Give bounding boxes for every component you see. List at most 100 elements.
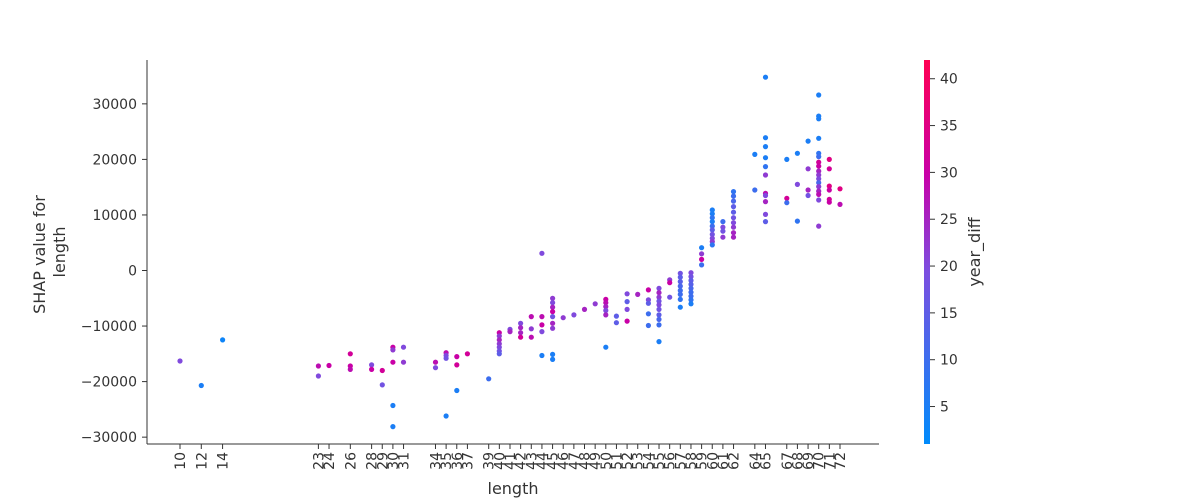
- colorbar-tick-label: 10: [940, 353, 958, 369]
- x-tick-label: 28: [365, 452, 381, 470]
- data-point: [656, 302, 662, 308]
- data-point: [496, 337, 502, 343]
- x-tick-label: 12: [194, 452, 210, 470]
- data-point: [454, 354, 460, 360]
- data-point: [752, 187, 758, 193]
- data-point: [326, 362, 332, 369]
- data-point: [550, 325, 556, 331]
- x-tick-label: 35: [439, 452, 455, 470]
- data-point: [688, 293, 694, 299]
- data-point: [730, 215, 737, 221]
- data-point: [518, 334, 524, 340]
- data-point: [677, 291, 683, 297]
- data-point: [624, 291, 630, 297]
- x-tick-label: 24: [322, 452, 338, 470]
- data-point: [699, 256, 705, 262]
- data-point: [784, 195, 790, 201]
- data-point: [688, 297, 694, 303]
- x-tick-label: 44: [535, 452, 551, 470]
- data-point: [826, 199, 832, 205]
- data-point: [762, 135, 769, 141]
- data-point: [688, 277, 694, 284]
- x-tick-label: 69: [801, 452, 817, 470]
- x-tick-label: 50: [599, 452, 615, 470]
- x-tick-label: 26: [343, 452, 359, 470]
- data-point: [550, 300, 556, 306]
- data-point: [794, 218, 801, 224]
- data-point: [762, 192, 769, 199]
- y-tick-label: 20000: [92, 152, 137, 168]
- data-point: [603, 307, 609, 314]
- colorbar-tick-label: 20: [940, 259, 958, 275]
- data-point: [624, 318, 630, 324]
- data-point: [539, 322, 545, 328]
- data-point: [730, 234, 737, 240]
- data-point: [699, 251, 705, 257]
- y-axis-title: SHAP value for length: [30, 190, 69, 314]
- data-point: [816, 180, 822, 186]
- data-point: [730, 230, 737, 236]
- data-point: [720, 234, 726, 240]
- data-point: [347, 351, 353, 357]
- data-point: [784, 200, 790, 206]
- data-point: [656, 322, 662, 328]
- y-tick-label: 30000: [92, 97, 137, 113]
- data-point: [369, 362, 375, 368]
- data-point: [730, 224, 737, 230]
- data-point: [496, 351, 502, 357]
- data-point: [656, 290, 662, 296]
- data-point: [805, 138, 811, 144]
- x-tick-label: 42: [514, 452, 530, 470]
- data-point: [592, 301, 598, 307]
- data-point: [816, 176, 822, 182]
- data-point: [688, 285, 694, 291]
- x-tick-label: 60: [705, 452, 721, 470]
- x-tick-label: 10: [173, 452, 189, 470]
- data-point: [550, 295, 556, 301]
- data-point: [816, 191, 822, 197]
- x-tick-label: 52: [620, 452, 636, 470]
- y-tick-label: −30000: [81, 430, 137, 446]
- data-point: [539, 314, 545, 320]
- data-point: [603, 344, 609, 350]
- data-point: [762, 219, 769, 225]
- data-point: [816, 163, 822, 169]
- data-point: [390, 424, 396, 430]
- data-point: [315, 373, 321, 379]
- data-point: [390, 347, 396, 353]
- data-point: [369, 366, 375, 372]
- data-point: [805, 166, 811, 172]
- data-point: [709, 223, 715, 229]
- x-tick-label: 45: [546, 452, 562, 470]
- data-point: [550, 351, 556, 357]
- points-layer: [177, 74, 843, 430]
- data-point: [635, 291, 641, 297]
- x-tick-label: 37: [460, 452, 476, 470]
- data-point: [603, 312, 609, 318]
- data-point: [379, 382, 385, 388]
- data-point: [826, 166, 832, 172]
- data-point: [454, 362, 460, 368]
- colorbar-tick-label: 40: [940, 72, 958, 88]
- colorbar-tick-label: 25: [940, 212, 958, 228]
- y-tick-label: 10000: [92, 208, 137, 224]
- y-tick-label: 0: [128, 264, 137, 280]
- x-tick-label: 67: [780, 452, 796, 470]
- x-tick-label: 65: [758, 452, 774, 470]
- data-point: [677, 304, 683, 310]
- data-point: [539, 250, 545, 256]
- data-point: [816, 135, 822, 141]
- data-point: [656, 312, 662, 318]
- data-point: [816, 223, 822, 229]
- y-tick-label: −10000: [81, 319, 137, 335]
- data-point: [816, 92, 822, 98]
- x-tick-label: 30: [386, 452, 402, 470]
- data-point: [550, 320, 556, 326]
- data-point: [464, 351, 470, 357]
- x-tick-label: 56: [663, 452, 679, 470]
- data-point: [667, 294, 673, 300]
- data-point: [826, 156, 832, 162]
- x-tick-label: 72: [833, 452, 849, 470]
